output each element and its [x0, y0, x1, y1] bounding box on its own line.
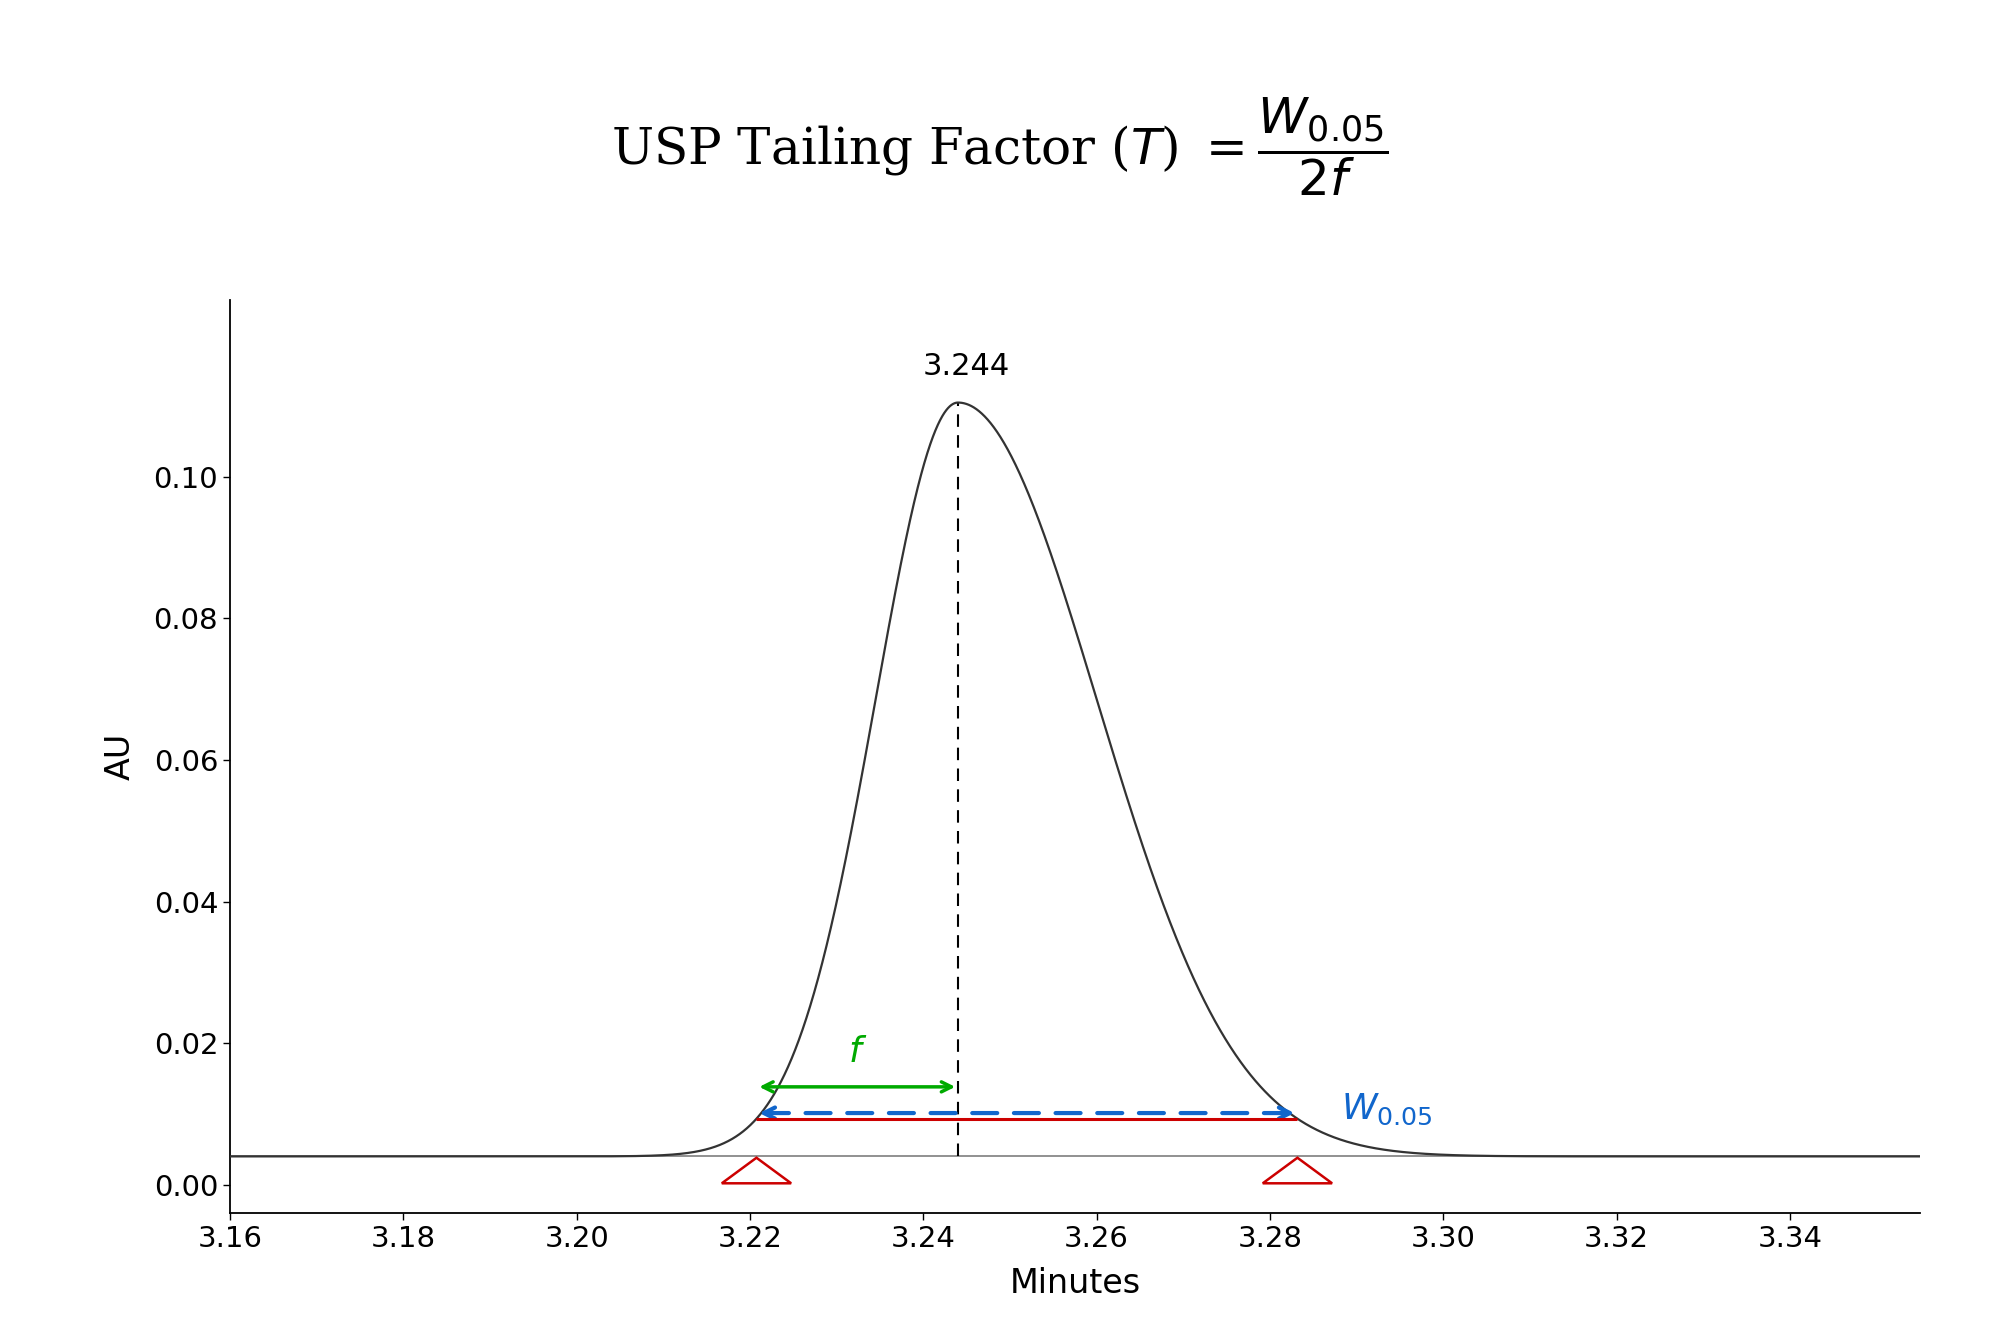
Text: $W_{0.05}$: $W_{0.05}$ — [1340, 1092, 1432, 1128]
Text: $f$: $f$ — [848, 1036, 866, 1069]
X-axis label: Minutes: Minutes — [1010, 1266, 1140, 1300]
Y-axis label: AU: AU — [104, 733, 136, 780]
Text: USP Tailing Factor ($T$) $= \dfrac{W_{0.05}}{2f}$: USP Tailing Factor ($T$) $= \dfrac{W_{0.… — [612, 96, 1388, 197]
Text: 3.244: 3.244 — [924, 352, 1010, 381]
